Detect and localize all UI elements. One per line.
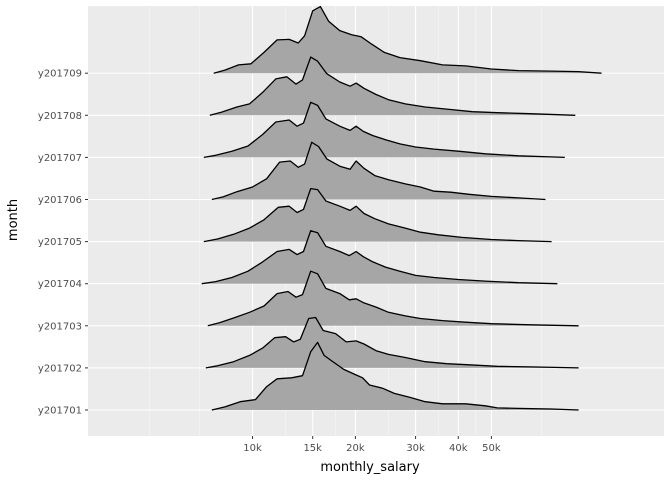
ridge-area-y201701 [211, 342, 579, 410]
ridge-area-y201703 [207, 271, 579, 326]
y-tick-label: y201702 [38, 363, 82, 374]
ridge-area-y201702 [205, 317, 579, 368]
y-tick-label: y201708 [38, 111, 82, 122]
ridge-area-y201707 [203, 102, 565, 158]
x-tick-label: 40k [449, 443, 468, 454]
ridge-line-y201705 [203, 187, 552, 243]
ridge-line-y201704 [201, 230, 558, 285]
y-tick-label: y201701 [38, 406, 82, 417]
x-tick-label: 30k [406, 443, 425, 454]
ridge-area-y201704 [201, 230, 558, 284]
y-tick-label: y201705 [38, 237, 82, 248]
ridge-area-y201708 [209, 57, 576, 116]
x-tick-label: 10k [243, 443, 262, 454]
ridge-line-y201702 [205, 316, 579, 369]
y-axis: y201701 y201702 y201703 y201704 y201705 y2017… [38, 69, 88, 417]
ridge-line-y201707 [203, 101, 565, 159]
ridge-line-y201701 [211, 341, 579, 411]
ridge-line-y201709 [213, 5, 602, 74]
y-tick-label: y201703 [38, 321, 82, 332]
y-axis-title: month [6, 199, 21, 241]
x-tick-label: 50k [482, 443, 501, 454]
y-tick-label: y201709 [38, 69, 82, 80]
x-axis-title: monthly_salary [320, 460, 420, 475]
ridge-line-y201706 [211, 141, 546, 201]
y-tick-label: y201706 [38, 195, 82, 206]
x-tick-label: 15k [303, 443, 322, 454]
x-axis: 10k 15k 20k 30k 40k 50k [243, 436, 501, 454]
x-tick-label: 20k [346, 443, 365, 454]
ridge-line-y201703 [207, 270, 579, 327]
ridge-area-y201705 [203, 188, 552, 242]
y-tick-label: y201707 [38, 153, 82, 164]
ridge-line-y201708 [209, 56, 576, 116]
ridge-area-y201706 [211, 142, 546, 200]
y-tick-label: y201704 [38, 279, 82, 290]
ridges [201, 5, 602, 411]
